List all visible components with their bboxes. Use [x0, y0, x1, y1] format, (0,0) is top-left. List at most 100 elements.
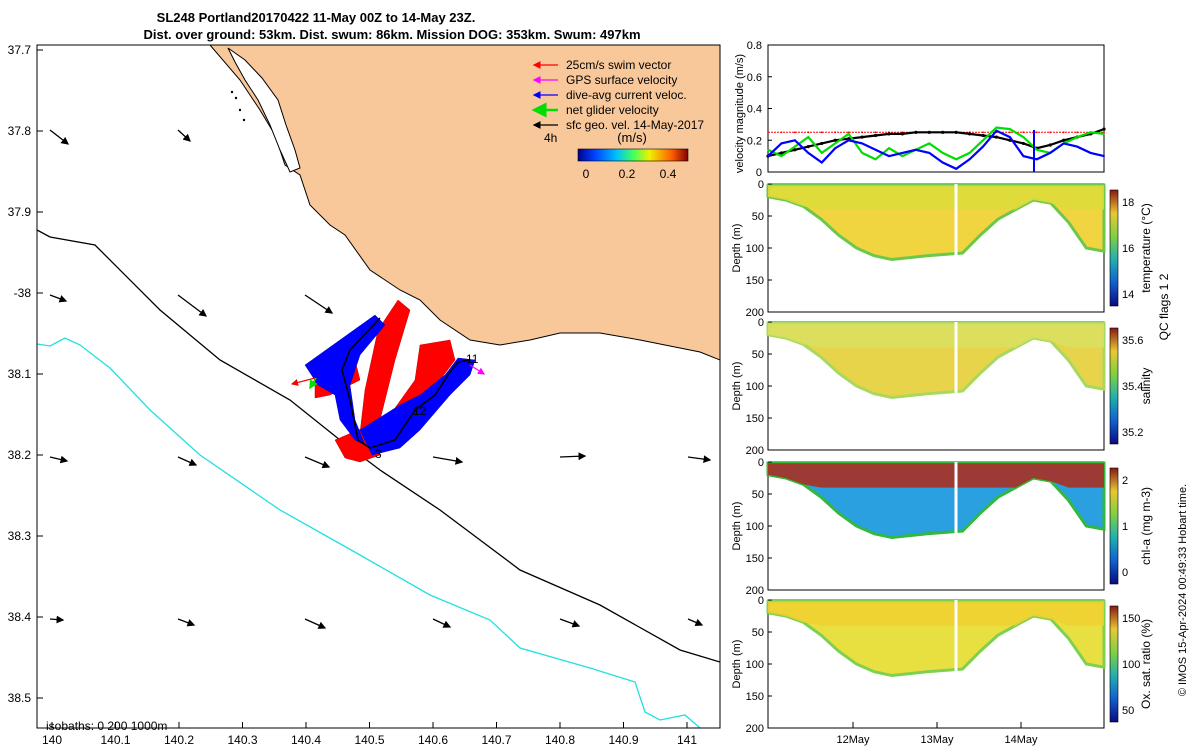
velocity-y-tick-label: 0.2 [747, 135, 762, 147]
section-y-label: Depth (m) [731, 224, 743, 273]
velocity-point [968, 152, 971, 154]
section-colorbar-label: salinity [1139, 368, 1153, 405]
section-surface-layer [768, 601, 1104, 626]
section-colorbar-label: chl-a (mg m-3) [1139, 487, 1153, 565]
section-y-label: Depth (m) [731, 502, 743, 551]
section-colorbar-tick: 1 [1122, 521, 1128, 533]
map-y-tick-label: 38.3 [8, 529, 32, 543]
geo-velocity-arrow [687, 618, 704, 627]
section-colorbar [1109, 327, 1119, 445]
islet [234, 96, 238, 100]
velocity-point [793, 139, 796, 142]
section-y-tick-label: 50 [752, 627, 764, 639]
islet [238, 108, 242, 112]
velocity-point [1103, 155, 1105, 158]
section-y-tick-label: 0 [758, 317, 764, 329]
geo-velocity-arrow [49, 615, 65, 624]
map-x-tick-label: 140.2 [164, 733, 194, 747]
velocity-point [1102, 127, 1106, 131]
velocity-point [779, 151, 784, 155]
section-colorbar-tick: 2 [1122, 475, 1128, 487]
section-colorbar-tick: 0 [1122, 567, 1128, 579]
time-axis: 12May 13May 14May [836, 722, 1038, 746]
section-surface-layer [768, 185, 1104, 210]
velocity-point [874, 158, 877, 161]
point-label: 11 [466, 352, 479, 366]
velocity-point [806, 145, 810, 149]
velocity-point [807, 152, 810, 154]
velocity-point [955, 167, 958, 170]
colorbar-label: (m/s) [617, 130, 647, 145]
velocity-point [1089, 152, 1092, 154]
geo-velocity-arrow [49, 129, 70, 145]
velocity-point [1076, 145, 1079, 148]
geo-velocity-arrow [177, 618, 196, 627]
velocity-point [982, 131, 984, 134]
geo-velocity-arrow [177, 456, 198, 466]
section-y-tick-label: 100 [746, 521, 764, 533]
velocity-point [1062, 131, 1065, 134]
section-colorbar [1109, 189, 1119, 307]
colorbar-side-label: 4h [544, 131, 557, 145]
velocity-point [900, 132, 905, 136]
geo-velocity-arrow [304, 618, 327, 629]
colorbar-tick: 0.2 [619, 167, 636, 181]
velocity-point [834, 131, 837, 134]
velocity-point [941, 130, 945, 134]
section-y-tick-label: 150 [746, 691, 764, 703]
map-y-tick-label: 37.8 [8, 124, 32, 138]
velocity-point [874, 148, 877, 151]
section-colorbar-tick: 50 [1122, 705, 1134, 717]
section-surface-layer [768, 323, 1104, 348]
velocity-point [901, 152, 904, 154]
qc-flags-label: QC flags 1 2 [1157, 273, 1171, 340]
geo-velocity-arrow [177, 294, 208, 317]
section-y-tick-label: 0 [758, 179, 764, 191]
velocity-point [914, 130, 918, 134]
velocity-point [861, 142, 863, 145]
velocity-point [914, 148, 917, 151]
geo-velocity-arrow [559, 618, 581, 628]
velocity-point [780, 131, 783, 134]
section-y-tick-label: 0 [758, 595, 764, 607]
section-y-tick-label: 50 [752, 349, 764, 361]
map-y-tick-label: 37.9 [8, 205, 32, 219]
geo-velocity-arrow [432, 618, 452, 628]
velocity-point [954, 130, 958, 134]
section-y-tick-label: 150 [746, 413, 764, 425]
velocity-point [1048, 143, 1052, 147]
velocity-point [807, 136, 810, 138]
velocity-point [793, 131, 796, 134]
section-colorbar-tick: 18 [1122, 197, 1134, 209]
velocity-point [767, 131, 769, 134]
map-y-tick-label: -38 [14, 286, 32, 300]
velocity-point [793, 145, 796, 148]
velocity-point [834, 147, 837, 150]
section-colorbar-tick: 150 [1122, 613, 1140, 625]
map-x-axis: 140 140.1 140.2 140.3 140.4 140.5 140.6 140.7 14… [42, 722, 697, 747]
geo-velocity-arrow [559, 452, 587, 461]
map-frame [36, 44, 721, 729]
map-y-tick-label: 38.4 [8, 610, 32, 624]
map-panel: 11 12 3 [8, 43, 721, 747]
velocity-point [861, 152, 863, 154]
section-y-tick-label: 200 [746, 445, 764, 457]
geo-velocity-arrow [49, 294, 68, 303]
geo-velocity-arrow [304, 294, 334, 314]
velocity-point [820, 161, 823, 164]
velocity-point [901, 155, 904, 158]
velocity-y-tick-label: 0.6 [747, 72, 762, 84]
section-y-tick-label: 200 [746, 307, 764, 319]
velocity-series-line [767, 128, 1105, 158]
velocity-point [780, 142, 783, 145]
velocity-point [847, 139, 850, 142]
isobath-1000 [37, 337, 701, 728]
legend-label: GPS surface velocity [566, 73, 677, 87]
map-x-tick-label: 140 [42, 733, 62, 747]
section-colorbar-tick: 100 [1122, 659, 1140, 671]
map-x-tick-label: 140.5 [354, 733, 384, 747]
velocity-point [982, 145, 984, 148]
